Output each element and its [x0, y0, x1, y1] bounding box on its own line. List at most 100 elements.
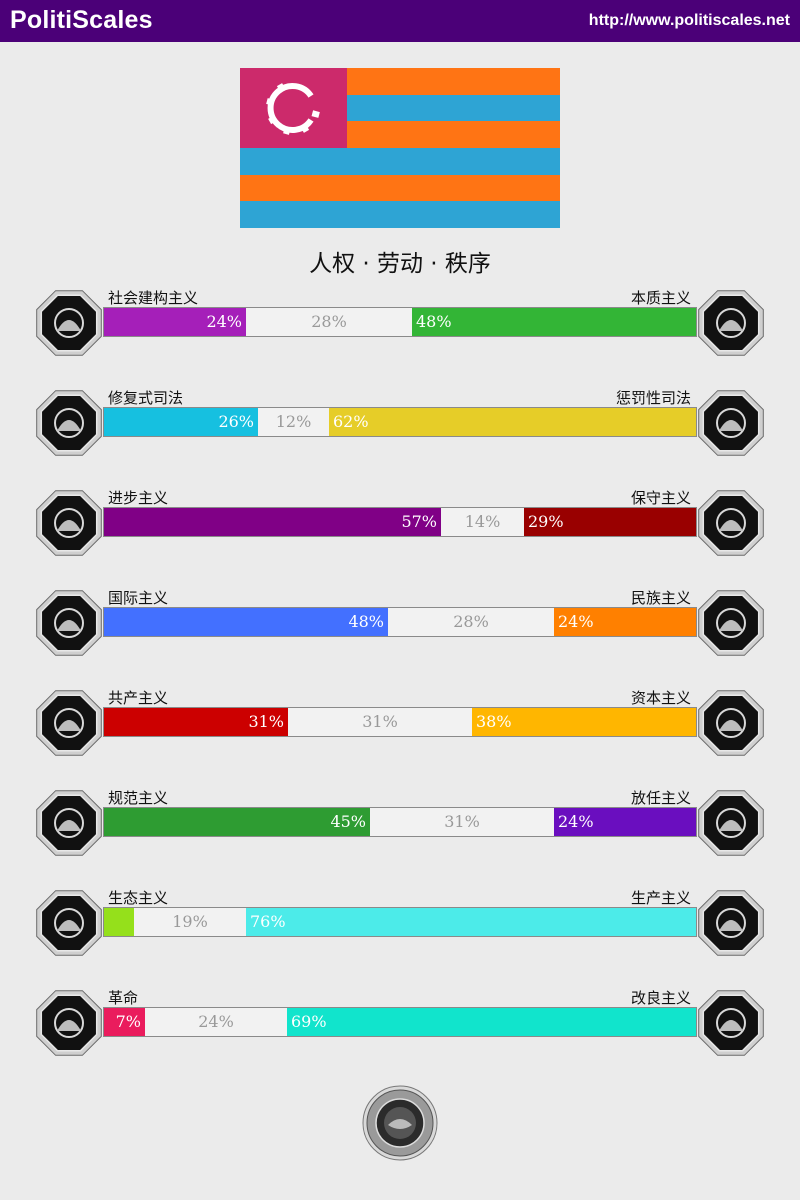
left-score-text: 45%: [330, 812, 366, 831]
axis-row: 共产主义 资本主义 31% 31% 38%: [0, 687, 800, 767]
axis-right-label: 惩罚性司法: [615, 389, 691, 407]
axis-left-label: 进步主义: [108, 489, 169, 507]
left-score-text: 57%: [401, 512, 437, 531]
axis-right-label: 改良主义: [630, 989, 691, 1007]
right-score-text: 62%: [333, 412, 369, 431]
neutral-score-text: 28%: [311, 312, 347, 331]
money-bag-icon: [698, 690, 764, 756]
left-score-segment: 24%: [104, 308, 246, 336]
axis-left-label: 革命: [108, 989, 139, 1007]
butterfly-icon: [698, 790, 764, 856]
right-score-segment: 38%: [472, 708, 696, 736]
right-score-segment: 24%: [554, 608, 696, 636]
neutral-score-text: 31%: [444, 812, 480, 831]
neutral-score-segment: 24%: [145, 1008, 287, 1036]
axis-right-label: 放任主义: [630, 789, 691, 807]
axis-bar: 57% 14% 29%: [103, 507, 697, 537]
right-score-text: 76%: [250, 912, 286, 931]
neutral-score-text: 28%: [453, 612, 489, 631]
flower-icon: [698, 290, 764, 356]
left-score-text: 48%: [348, 612, 384, 631]
axis-row: 规范主义 放任主义 45% 31% 24%: [0, 787, 800, 867]
right-score-segment: 29%: [524, 508, 696, 536]
politiscales-seal-icon: [362, 1085, 438, 1161]
left-score-segment: 31%: [104, 708, 288, 736]
left-score-text: 24%: [206, 312, 242, 331]
fist-icon: [36, 990, 102, 1056]
eye-web-icon: [36, 290, 102, 356]
left-score-segment: [104, 908, 134, 936]
flag-stripe: [240, 201, 560, 228]
site-url-link[interactable]: http://www.politiscales.net: [588, 12, 790, 29]
axis-right-label: 民族主义: [630, 589, 691, 607]
axis-row: 社会建构主义 本质主义 24% 28% 48%: [0, 287, 800, 367]
neutral-score-segment: 28%: [246, 308, 412, 336]
axis-bar: 48% 28% 24%: [103, 607, 697, 637]
axis-bar: 19% 76%: [103, 907, 697, 937]
neutral-score-segment: 12%: [258, 408, 329, 436]
neutral-score-segment: 28%: [388, 608, 554, 636]
header-bar: PolitiScales http://www.politiscales.net: [0, 0, 800, 42]
axis-right-label: 本质主义: [630, 289, 691, 307]
axis-row: 革命 改良主义 7% 24% 69%: [0, 987, 800, 1067]
flag-stripe: [240, 148, 560, 175]
globe-laurel-icon: [36, 590, 102, 656]
ruler-icon: [36, 790, 102, 856]
prison-bars-icon: [698, 390, 764, 456]
axis-left-label: 国际主义: [108, 589, 169, 607]
left-score-text: 7%: [115, 1012, 141, 1031]
axis-left-label: 生态主义: [108, 889, 169, 907]
axis-left-label: 社会建构主义: [108, 289, 199, 307]
axis-row: 生态主义 生产主义 19% 76%: [0, 887, 800, 967]
right-score-text: 69%: [291, 1012, 327, 1031]
axis-bar: 26% 12% 62%: [103, 407, 697, 437]
axis-bar: 24% 28% 48%: [103, 307, 697, 337]
left-score-segment: 48%: [104, 608, 388, 636]
left-score-text: 26%: [218, 412, 254, 431]
neutral-score-text: 24%: [198, 1012, 234, 1031]
right-score-text: 48%: [416, 312, 452, 331]
ideology-title: 人权 · 劳动 · 秩序: [309, 251, 491, 277]
sprout-icon: [36, 890, 102, 956]
hammer-sickle-icon: [36, 690, 102, 756]
neutral-score-segment: 31%: [288, 708, 472, 736]
axis-row: 修复式司法 惩罚性司法 26% 12% 62%: [0, 387, 800, 467]
right-score-segment: 62%: [329, 408, 696, 436]
right-score-text: 24%: [558, 812, 594, 831]
right-score-segment: 24%: [554, 808, 696, 836]
neutral-score-text: 14%: [464, 512, 501, 531]
axis-right-label: 生产主义: [630, 889, 691, 907]
axis-bar: 45% 31% 24%: [103, 807, 697, 837]
neutral-score-segment: 19%: [134, 908, 246, 936]
axis-bar: 7% 24% 69%: [103, 1007, 697, 1037]
right-score-text: 24%: [558, 612, 594, 631]
axis-bar: 31% 31% 38%: [103, 707, 697, 737]
ballot-box-icon: [698, 990, 764, 1056]
right-score-text: 29%: [528, 512, 564, 531]
handshake-icon: [36, 390, 102, 456]
axis-left-label: 修复式司法: [108, 389, 184, 407]
flag-stripe: [240, 175, 560, 201]
axis-right-label: 保守主义: [630, 489, 691, 507]
flag-canton: [240, 68, 347, 148]
rocket-icon: [36, 490, 102, 556]
gear-icon: [266, 83, 320, 135]
axis-right-label: 资本主义: [630, 689, 691, 707]
left-score-segment: 45%: [104, 808, 370, 836]
gear-factory-icon: [698, 890, 764, 956]
left-score-segment: 7%: [104, 1008, 145, 1036]
axis-row: 进步主义 保守主义 57% 14% 29%: [0, 487, 800, 567]
right-score-segment: 48%: [412, 308, 696, 336]
neutral-score-text: 12%: [275, 412, 312, 431]
brand-logo[interactable]: PolitiScales: [10, 6, 153, 34]
flag-icon: [698, 590, 764, 656]
right-score-segment: 69%: [287, 1008, 696, 1036]
axis-row: 国际主义 民族主义 48% 28% 24%: [0, 587, 800, 667]
neutral-score-segment: 31%: [370, 808, 554, 836]
right-score-segment: 76%: [246, 908, 696, 936]
left-score-segment: 57%: [104, 508, 441, 536]
axis-left-label: 共产主义: [108, 689, 169, 707]
neutral-score-text: 31%: [362, 712, 398, 731]
ideology-flag: [240, 68, 560, 228]
left-score-text: 31%: [248, 712, 284, 731]
